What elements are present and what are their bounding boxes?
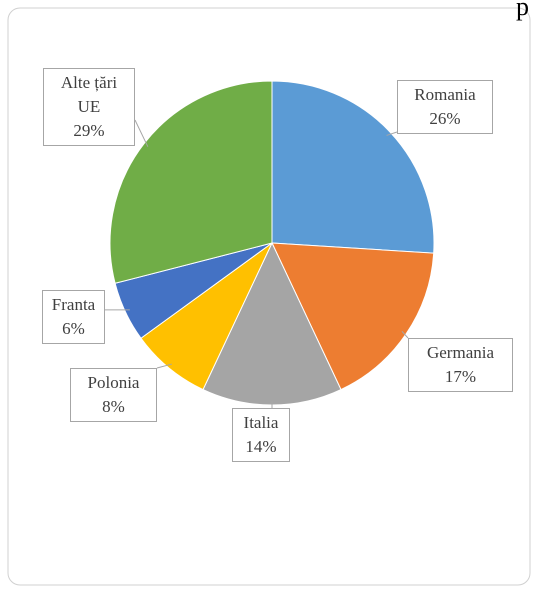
data-label: Polonia 8% bbox=[70, 368, 157, 422]
label-category: Polonia bbox=[87, 373, 140, 392]
label-category: Italia bbox=[243, 413, 279, 432]
label-value: 17% bbox=[444, 367, 477, 386]
label-value: 26% bbox=[429, 109, 461, 128]
corner-text: p bbox=[516, 0, 529, 21]
label-value: 14% bbox=[245, 437, 277, 456]
data-label: Romania 26% bbox=[397, 80, 493, 134]
label-value: 29% bbox=[73, 121, 105, 140]
pie-slice bbox=[109, 80, 273, 284]
pie-slice bbox=[271, 242, 435, 391]
leader-line bbox=[401, 330, 409, 339]
label-category: Romania bbox=[414, 85, 476, 104]
data-label: Italia 14% bbox=[232, 408, 290, 462]
leader-line bbox=[386, 131, 398, 136]
data-label: Germania 17% bbox=[408, 338, 513, 392]
label-category: Germania bbox=[426, 343, 495, 362]
label-category: Franta bbox=[51, 295, 96, 314]
label-value: 6% bbox=[62, 319, 85, 338]
label-category: Alte țări UE bbox=[60, 73, 118, 116]
data-label: Alte țări UE 29% bbox=[43, 68, 135, 146]
data-label: Franta 6% bbox=[42, 290, 105, 344]
label-value: 8% bbox=[102, 397, 125, 416]
pie-slice bbox=[271, 80, 435, 254]
leader-line bbox=[156, 363, 172, 369]
leader-line bbox=[134, 119, 149, 147]
